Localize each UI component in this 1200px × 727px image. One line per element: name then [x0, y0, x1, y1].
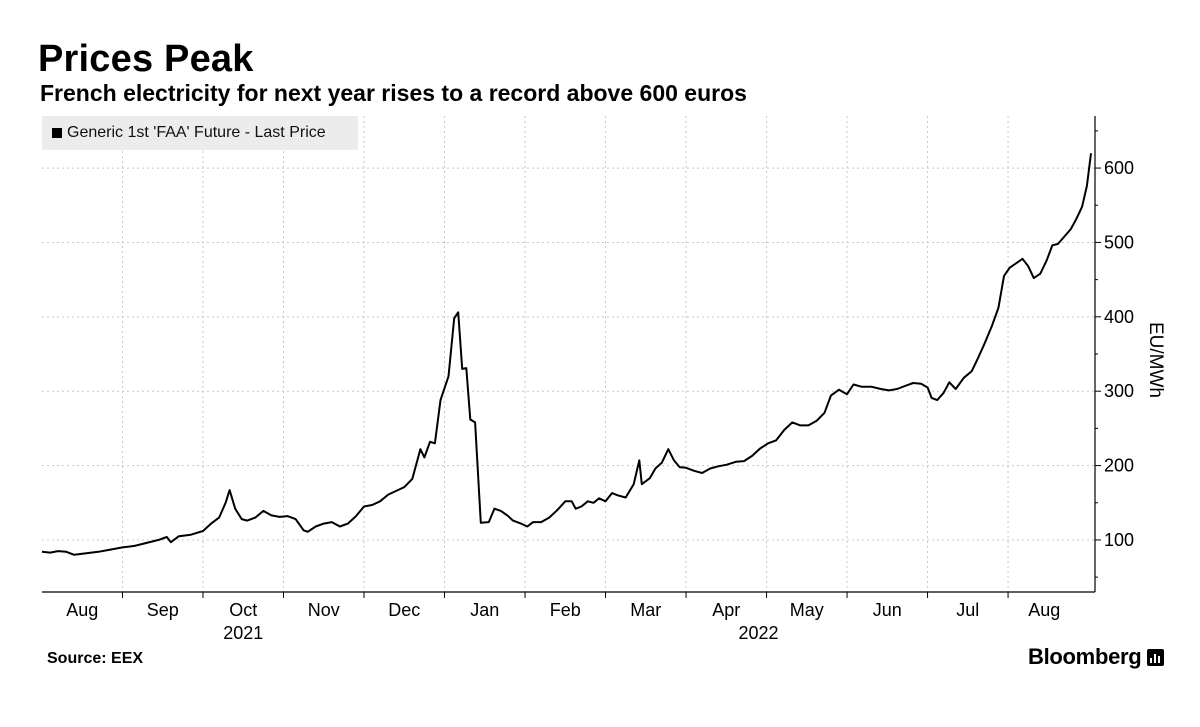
x-year-label: 2021	[223, 623, 263, 643]
x-tick-label: Jul	[956, 600, 979, 620]
x-tick-label: Oct	[229, 600, 257, 620]
y-tick-label: 300	[1104, 381, 1134, 401]
legend-swatch	[52, 128, 62, 138]
y-tick-label: 100	[1104, 530, 1134, 550]
x-tick-label: Aug	[1028, 600, 1060, 620]
legend: Generic 1st 'FAA' Future - Last Price	[42, 116, 358, 150]
y-tick-label: 400	[1104, 307, 1134, 327]
x-tick-label: Jan	[470, 600, 499, 620]
chart-title: Prices Peak	[38, 38, 254, 80]
source-note: Source: EEX	[47, 650, 144, 667]
x-tick-label: Apr	[712, 600, 740, 620]
x-tick-label: Dec	[388, 600, 420, 620]
x-tick-label: Feb	[550, 600, 581, 620]
y-tick-label: 600	[1104, 158, 1134, 178]
series-line	[41, 153, 1092, 556]
legend-label: Generic 1st 'FAA' Future - Last Price	[67, 124, 326, 141]
bloomberg-logo-icon	[1147, 648, 1165, 666]
x-tick-label: Nov	[308, 600, 340, 620]
x-tick-label: Sep	[147, 600, 179, 620]
x-tick-label: May	[790, 600, 824, 620]
brand-name: Bloomberg	[1028, 644, 1142, 669]
y-axis: 100 200 300 400 500 600	[1094, 116, 1134, 592]
chart-subtitle: French electricity for next year rises t…	[40, 80, 747, 106]
series-group	[41, 153, 1092, 556]
x-tick-label: Mar	[630, 600, 661, 620]
x-axis: Aug Sep Oct Nov Dec Jan Feb Mar Apr May Jun Jul Aug 2…	[42, 591, 1095, 643]
y-tick-label: 200	[1104, 456, 1134, 476]
brand: Bloomberg	[1028, 644, 1165, 670]
grid-lines	[42, 116, 1095, 592]
x-year-label: 2022	[738, 623, 778, 643]
y-axis-label: EU/MWh	[1145, 322, 1166, 398]
x-tick-label: Jun	[873, 600, 902, 620]
x-tick-label: Aug	[66, 600, 98, 620]
y-tick-label: 500	[1104, 232, 1134, 252]
